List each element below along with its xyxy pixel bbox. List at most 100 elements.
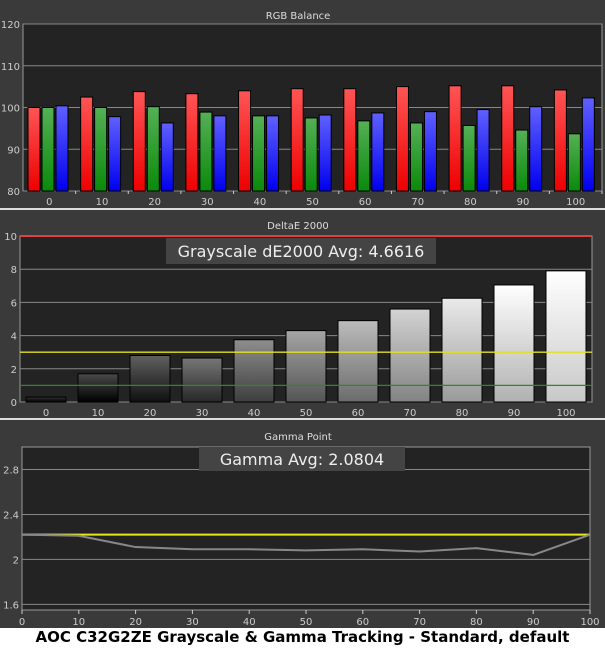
deltae-bar — [25, 396, 67, 403]
bar-red — [27, 107, 41, 192]
x-tick-label: 90 — [517, 197, 530, 208]
gamma-point — [248, 548, 250, 551]
x-tick-label: 90 — [527, 617, 540, 628]
chart-canvas: RGB Balance DeltaE 2000 Gamma Point 8090… — [0, 0, 605, 628]
x-tick-label: 0 — [46, 197, 52, 208]
x-tick-label: 10 — [96, 197, 109, 208]
bar-green — [567, 133, 581, 192]
gamma-point — [418, 550, 421, 553]
y-tick-label: 100 — [1, 104, 20, 115]
x-tick-label: 40 — [243, 617, 256, 628]
deltae-bar — [233, 339, 275, 403]
bar-red — [238, 90, 252, 192]
bar-green — [252, 115, 266, 192]
x-tick-label: 10 — [72, 617, 85, 628]
x-tick-label: 10 — [92, 408, 105, 419]
x-tick-label: 50 — [306, 197, 319, 208]
y-tick-label: 80 — [7, 187, 20, 198]
deltae-bar — [337, 320, 379, 403]
deltae-bar — [441, 297, 483, 403]
bar-red — [290, 88, 304, 192]
bar-green — [357, 120, 371, 192]
deltae-bar — [545, 270, 587, 403]
y-tick-label: 4 — [11, 332, 17, 343]
bar-red — [553, 89, 567, 192]
deltae-bar — [493, 284, 535, 403]
y-tick-label: 6 — [11, 298, 17, 309]
bar-blue — [476, 109, 490, 192]
bar-red — [132, 91, 146, 192]
x-tick-label: 80 — [456, 408, 469, 419]
x-tick-label: 0 — [43, 408, 49, 419]
x-tick-label: 40 — [248, 408, 261, 419]
bar-red — [395, 86, 409, 192]
x-tick-label: 70 — [404, 408, 417, 419]
gamma-point — [589, 533, 591, 536]
x-tick-label: 80 — [464, 197, 477, 208]
x-tick-label: 50 — [300, 408, 313, 419]
bar-green — [409, 122, 423, 192]
bar-green — [304, 117, 318, 192]
bar-blue — [318, 114, 332, 192]
gamma-point — [134, 546, 137, 548]
bar-green — [515, 129, 529, 192]
bar-red — [185, 93, 199, 192]
x-tick-label: 60 — [352, 408, 365, 419]
annotation-box — [166, 238, 436, 264]
bar-blue — [581, 97, 595, 192]
x-tick-label: 100 — [566, 197, 585, 208]
x-tick-label: 20 — [148, 197, 161, 208]
bar-red — [343, 88, 357, 192]
y-tick-label: 120 — [1, 20, 20, 31]
x-tick-label: 70 — [413, 617, 426, 628]
x-tick-label: 50 — [300, 617, 313, 628]
y-tick-label: 8 — [11, 265, 17, 276]
bar-blue — [423, 111, 437, 192]
x-tick-label: 100 — [580, 617, 599, 628]
x-tick-label: 30 — [201, 197, 214, 208]
x-tick-label: 100 — [556, 408, 575, 419]
figure-caption: AOC C32G2ZE Grayscale & Gamma Tracking -… — [35, 628, 570, 646]
plot-area — [21, 446, 591, 611]
gamma-point — [475, 547, 478, 549]
gamma-point — [532, 554, 534, 556]
bar-blue — [266, 115, 280, 192]
x-tick-label: 30 — [196, 408, 209, 419]
bar-red — [80, 96, 94, 192]
gamma-point — [21, 533, 23, 536]
x-tick-label: 0 — [19, 617, 25, 628]
bar-green — [199, 111, 213, 192]
gamma-title: Gamma Point — [264, 432, 332, 443]
gamma-average-label: Gamma Avg: 2.0804 — [220, 450, 384, 469]
annotation-box — [199, 447, 405, 471]
y-tick-label: 0 — [11, 398, 17, 409]
deltae-title: DeltaE 2000 — [267, 221, 329, 232]
x-tick-label: 20 — [129, 617, 142, 628]
x-tick-label: 60 — [356, 617, 369, 628]
bar-blue — [160, 122, 174, 192]
x-tick-label: 60 — [359, 197, 372, 208]
bar-blue — [213, 115, 227, 192]
bar-green — [462, 124, 476, 192]
deltae-bar — [389, 308, 431, 403]
deltae-bar — [77, 373, 119, 403]
x-tick-label: 70 — [411, 197, 424, 208]
y-tick-label: 2.8 — [3, 465, 19, 476]
bar-red — [448, 85, 462, 192]
bar-green — [146, 106, 160, 192]
rgb-title: RGB Balance — [266, 11, 331, 22]
bar-green — [94, 107, 108, 192]
deltae-bar — [285, 330, 327, 403]
gamma-point — [305, 549, 307, 552]
x-tick-label: 90 — [508, 408, 521, 419]
deltae-average-label: Grayscale dE2000 Avg: 4.6616 — [178, 242, 425, 261]
x-tick-label: 20 — [144, 408, 157, 419]
x-tick-label: 40 — [253, 197, 266, 208]
x-tick-label: 30 — [186, 617, 199, 628]
bar-blue — [529, 106, 543, 192]
y-tick-label: 2 — [13, 555, 19, 566]
y-tick-label: 110 — [1, 62, 20, 73]
deltae-bar — [129, 355, 171, 403]
x-tick-label: 80 — [470, 617, 483, 628]
bar-blue — [108, 116, 122, 192]
